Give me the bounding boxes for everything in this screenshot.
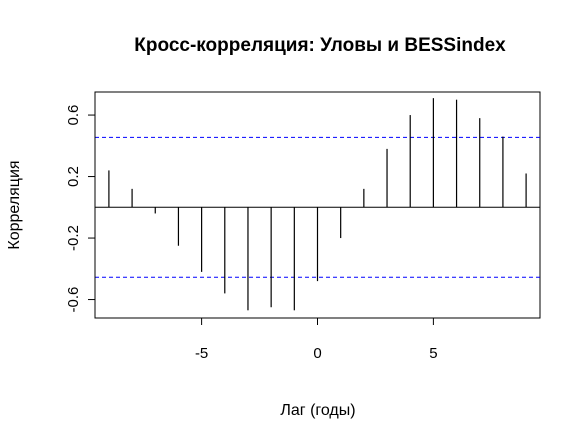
x-tick-label: 5 [429,345,437,362]
y-axis-label: Корреляция [6,160,23,249]
y-tick-label: 0.6 [65,105,82,126]
y-tick-label: -0.2 [65,225,82,251]
plot-frame [94,91,541,319]
x-axis-label: Лаг (годы) [280,402,355,419]
chart-title: Кросс-корреляция: Уловы и BESSindex [134,35,506,56]
y-tick-label: 0.2 [65,166,82,187]
y-tick-label: -0.6 [65,287,82,313]
x-tick-label: -5 [195,345,208,362]
x-tick-label: 0 [313,345,321,362]
chart-marks: -5 0 5 -0.6 -0.2 0.2 0.6 [65,98,540,362]
